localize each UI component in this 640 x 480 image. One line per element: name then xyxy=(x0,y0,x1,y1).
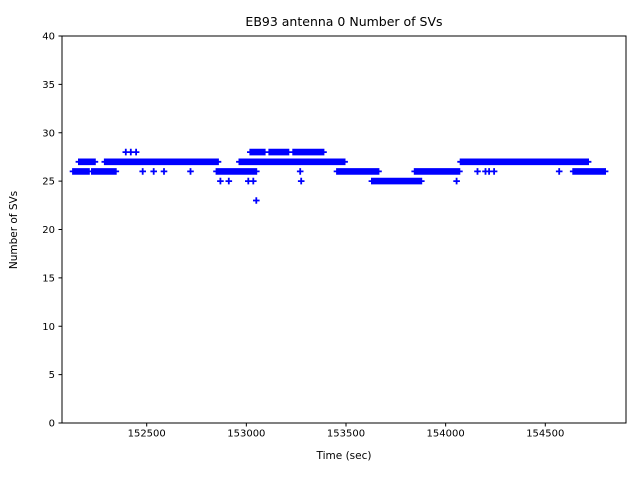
y-tick-label-1: 5 xyxy=(49,370,55,381)
x-axis-label: Time (sec) xyxy=(316,450,372,462)
y-tick-label-0: 0 xyxy=(49,419,55,430)
plot-area xyxy=(61,35,627,424)
x-tick-label-2: 153500 xyxy=(327,428,365,439)
y-tick-label-6: 30 xyxy=(42,128,55,139)
y-tick-label-3: 15 xyxy=(42,273,55,284)
x-tick-label-1: 153000 xyxy=(227,428,265,439)
x-tick-label-4: 154500 xyxy=(526,428,564,439)
chart-title: EB93 antenna 0 Number of SVs xyxy=(245,14,442,29)
y-tick-label-5: 25 xyxy=(42,177,55,188)
y-tick-label-8: 40 xyxy=(42,32,55,43)
y-axis-label: Number of SVs xyxy=(8,191,20,269)
y-tick-label-7: 35 xyxy=(42,80,55,91)
y-tick-label-4: 20 xyxy=(42,225,55,236)
x-axis-ticks: 152500 153000 153500 154000 154500 xyxy=(128,423,564,439)
y-tick-label-2: 10 xyxy=(42,322,55,333)
sv-count-markers xyxy=(69,148,609,204)
x-tick-label-3: 154000 xyxy=(427,428,465,439)
data-points xyxy=(69,148,609,204)
y-axis-ticks: 0 5 10 15 20 25 30 35 40 xyxy=(42,32,62,430)
x-tick-label-0: 152500 xyxy=(128,428,166,439)
